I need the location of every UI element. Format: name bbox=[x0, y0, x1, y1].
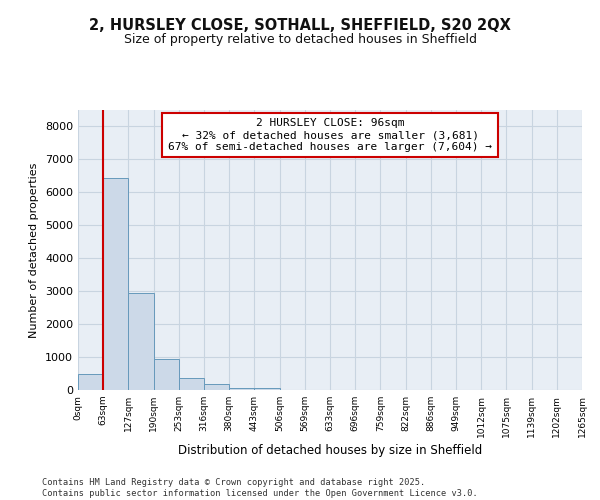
Text: Contains HM Land Registry data © Crown copyright and database right 2025.
Contai: Contains HM Land Registry data © Crown c… bbox=[42, 478, 478, 498]
Bar bbox=[254, 388, 280, 390]
Bar bbox=[78, 374, 103, 390]
Text: 2 HURSLEY CLOSE: 96sqm
← 32% of detached houses are smaller (3,681)
67% of semi-: 2 HURSLEY CLOSE: 96sqm ← 32% of detached… bbox=[168, 118, 492, 152]
Text: Size of property relative to detached houses in Sheffield: Size of property relative to detached ho… bbox=[124, 32, 476, 46]
Bar bbox=[154, 358, 179, 390]
Y-axis label: Number of detached properties: Number of detached properties bbox=[29, 162, 40, 338]
X-axis label: Distribution of detached houses by size in Sheffield: Distribution of detached houses by size … bbox=[178, 444, 482, 457]
Bar bbox=[229, 388, 254, 390]
Text: 2, HURSLEY CLOSE, SOTHALL, SHEFFIELD, S20 2QX: 2, HURSLEY CLOSE, SOTHALL, SHEFFIELD, S2… bbox=[89, 18, 511, 32]
Bar bbox=[128, 293, 154, 390]
Bar bbox=[179, 378, 204, 390]
Bar bbox=[103, 178, 128, 390]
Bar bbox=[204, 384, 229, 390]
